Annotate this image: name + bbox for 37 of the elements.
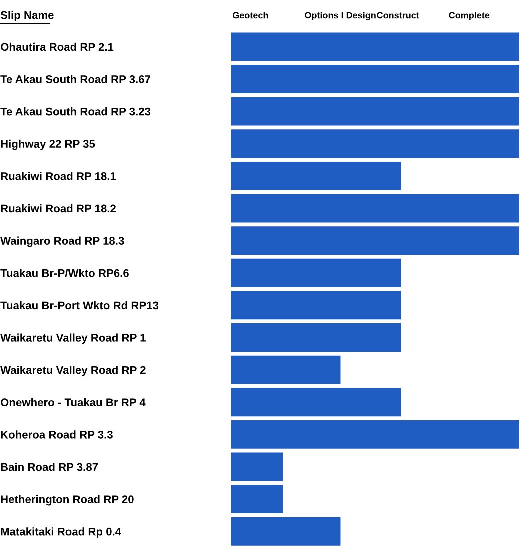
y-tick-label: Waikaretu Valley Road RP 2 [0, 366, 146, 376]
bar [231, 65, 520, 94]
y-tick-label: Tuakau Br-Port Wkto Rd RP13 [0, 301, 159, 310]
bar [231, 388, 402, 417]
bar [231, 485, 284, 514]
bar [231, 162, 402, 190]
bar [231, 324, 402, 352]
y-tick-label: Matakitaki Road Rp 0.4 [1, 528, 122, 538]
y-tick-label: Onewhero - Tuakau Br RP 4 [0, 398, 146, 407]
y-tick-label: Koheroa Road RP 3.3 [1, 430, 113, 439]
y-tick-label: Ruakiwi Road RP 18.2 [1, 204, 116, 213]
bar [231, 258, 402, 288]
bar [231, 226, 520, 256]
bar [231, 452, 284, 482]
y-tick-label: Waingaro Road RP 18.3 [0, 236, 124, 248]
text: Geotech [232, 12, 268, 19]
y-tick-label: Tuakau Br-P/Wkto RP6.6 [0, 269, 129, 278]
y-tick-label: Highway 22 RP 35 [1, 140, 96, 150]
text: Construct [377, 12, 420, 19]
bar [231, 130, 520, 158]
bar [231, 97, 520, 126]
y-axis-title: Slip Name [0, 11, 54, 22]
y-tick-label: Te Akau South Road RP 3.23 [0, 108, 151, 116]
bar [231, 194, 520, 223]
bar [231, 517, 341, 546]
text: Options I Design [305, 12, 376, 20]
bar [231, 420, 520, 449]
bar [231, 356, 341, 384]
bar [231, 32, 520, 62]
bar [231, 291, 402, 320]
y-tick-label: Ruakiwi Road RP 18.1 [1, 172, 116, 180]
y-tick-label: Hetherington Road RP 20 [1, 495, 134, 506]
y-tick-label: Waikaretu Valley Road RP 1 [0, 334, 146, 344]
y-tick-label: Bain Road RP 3.87 [1, 462, 98, 472]
y-tick-label: Te Akau South Road RP 3.67 [0, 75, 150, 84]
y-tick-label: Ohautira Road RP 2.1 [0, 42, 114, 52]
text: Complete [449, 12, 490, 20]
